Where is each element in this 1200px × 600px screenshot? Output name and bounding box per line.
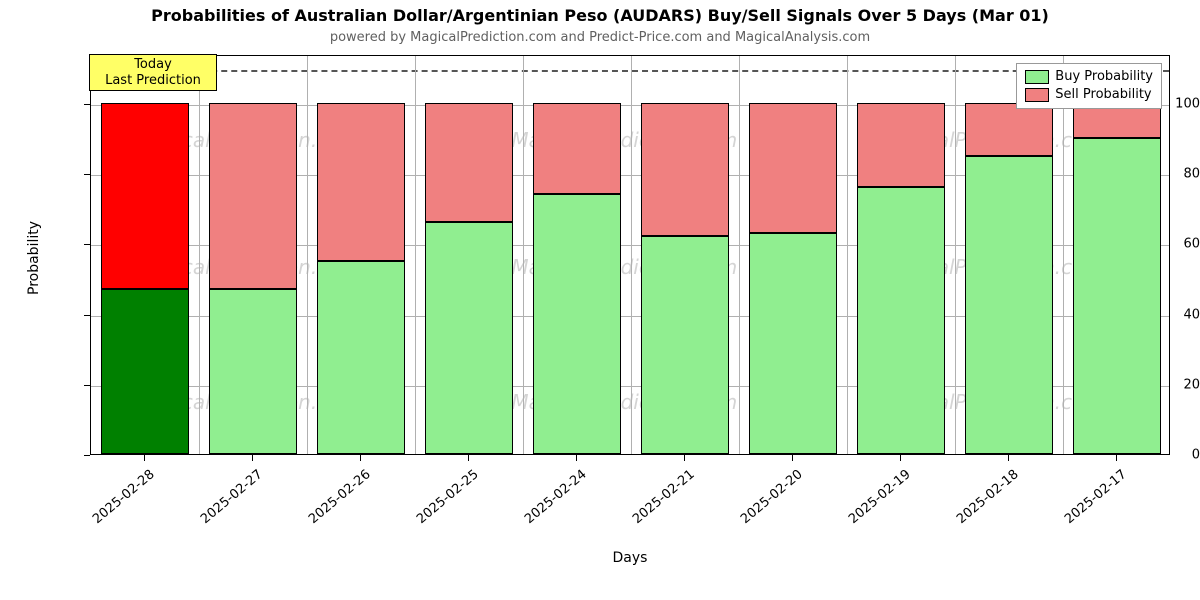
gridline-vertical <box>415 56 416 454</box>
bar-group <box>965 55 1054 454</box>
x-tick-label: 2025-02-17 <box>1051 467 1130 536</box>
gridline-vertical <box>199 56 200 454</box>
legend-swatch <box>1025 70 1049 84</box>
x-tick-mark <box>144 455 145 461</box>
annotation-line: Last Prediction <box>98 73 208 89</box>
bar-group <box>425 55 514 454</box>
y-tick-label: 20 <box>1122 377 1200 392</box>
x-tick-label: 2025-02-20 <box>727 467 806 536</box>
gridline-vertical <box>307 56 308 454</box>
legend-label: Buy Probability <box>1055 68 1153 86</box>
legend-label: Sell Probability <box>1055 86 1151 104</box>
buy-bar <box>641 236 730 454</box>
y-tick-label: 40 <box>1122 307 1200 322</box>
x-tick-mark <box>900 455 901 461</box>
bar-group <box>317 55 406 454</box>
buy-bar <box>425 222 514 454</box>
x-tick-label: 2025-02-21 <box>619 467 698 536</box>
chart-title: Probabilities of Australian Dollar/Argen… <box>0 6 1200 25</box>
x-tick-label: 2025-02-24 <box>511 467 590 536</box>
y-tick-mark <box>84 244 90 245</box>
bar-group <box>857 55 946 454</box>
y-tick-label: 60 <box>1122 237 1200 252</box>
y-tick-label: 80 <box>1122 167 1200 182</box>
sell-bar <box>101 103 190 289</box>
x-tick-mark <box>1116 455 1117 461</box>
buy-bar <box>857 187 946 454</box>
annotation-line: Today <box>98 57 208 73</box>
x-tick-mark <box>360 455 361 461</box>
y-tick-label: 0 <box>1122 448 1200 463</box>
buy-bar <box>965 156 1054 454</box>
sell-bar <box>749 103 838 233</box>
x-tick-mark <box>1008 455 1009 461</box>
x-tick-mark <box>792 455 793 461</box>
gridline-vertical <box>631 56 632 454</box>
y-tick-mark <box>84 174 90 175</box>
legend: Buy ProbabilitySell Probability <box>1016 63 1162 109</box>
y-tick-mark <box>84 315 90 316</box>
bar-group <box>1073 55 1162 454</box>
sell-bar <box>857 103 946 187</box>
legend-item: Sell Probability <box>1025 86 1153 104</box>
x-tick-mark <box>468 455 469 461</box>
buy-bar <box>317 261 406 454</box>
sell-bar <box>641 103 730 236</box>
bar-group <box>641 55 730 454</box>
bar-group <box>749 55 838 454</box>
legend-swatch <box>1025 88 1049 102</box>
x-tick-label: 2025-02-18 <box>943 467 1022 536</box>
bar-group <box>101 55 190 454</box>
x-tick-mark <box>252 455 253 461</box>
y-axis-label: Probability <box>26 221 42 295</box>
sell-bar <box>209 103 298 289</box>
x-tick-label: 2025-02-28 <box>79 467 158 536</box>
sell-bar <box>533 103 622 194</box>
sell-bar <box>965 103 1054 156</box>
buy-bar <box>533 194 622 454</box>
chart-subtitle: powered by MagicalPrediction.com and Pre… <box>0 30 1200 45</box>
x-tick-label: 2025-02-19 <box>835 467 914 536</box>
x-tick-mark <box>576 455 577 461</box>
plot-area: MagicalPrediction.comMagicalPrediction.c… <box>90 55 1170 455</box>
x-tick-label: 2025-02-25 <box>403 467 482 536</box>
chart-figure: Probabilities of Australian Dollar/Argen… <box>0 0 1200 600</box>
x-axis-label: Days <box>90 550 1170 566</box>
annotation-today: TodayLast Prediction <box>89 54 217 91</box>
x-tick-label: 2025-02-26 <box>295 467 374 536</box>
x-tick-label: 2025-02-27 <box>187 467 266 536</box>
y-tick-mark <box>84 104 90 105</box>
buy-bar <box>1073 138 1162 454</box>
gridline-vertical <box>739 56 740 454</box>
sell-bar <box>425 103 514 222</box>
x-tick-mark <box>684 455 685 461</box>
gridline-vertical <box>847 56 848 454</box>
sell-bar <box>317 103 406 261</box>
gridline-vertical <box>1063 56 1064 454</box>
gridline-vertical <box>523 56 524 454</box>
gridline-vertical <box>955 56 956 454</box>
y-tick-mark <box>84 385 90 386</box>
bar-group <box>533 55 622 454</box>
bar-group <box>209 55 298 454</box>
buy-bar <box>101 289 190 454</box>
legend-item: Buy Probability <box>1025 68 1153 86</box>
buy-bar <box>209 289 298 454</box>
buy-bar <box>749 233 838 454</box>
y-tick-mark <box>84 455 90 456</box>
